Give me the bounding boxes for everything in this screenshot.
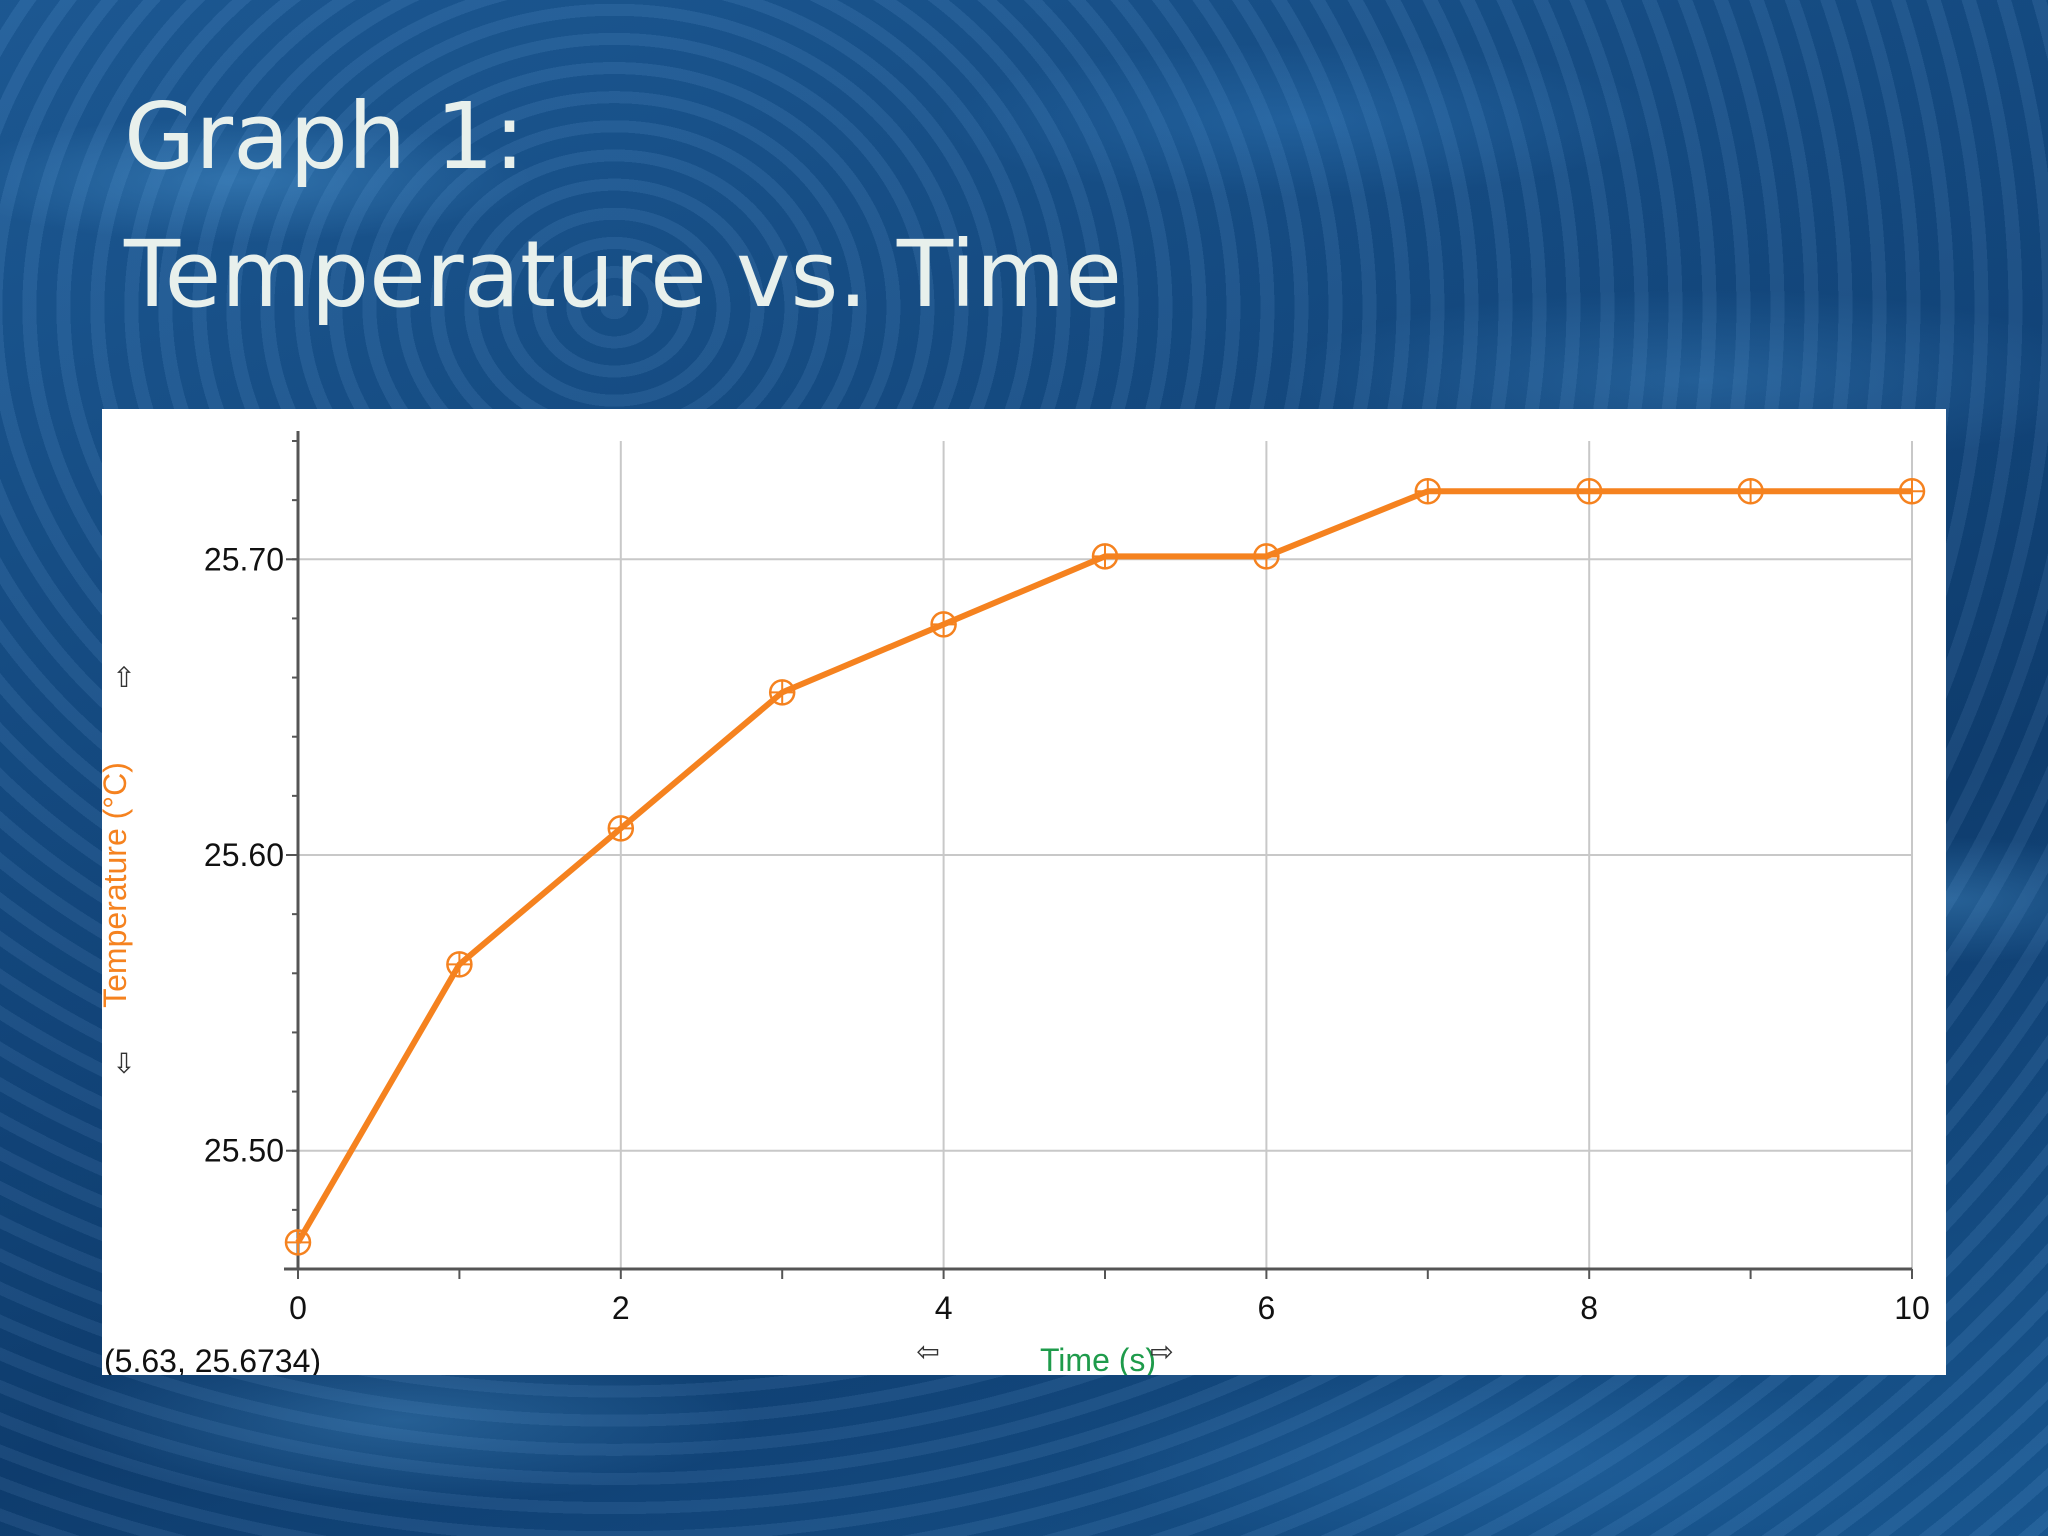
data-point-marker <box>930 611 957 638</box>
left-arrow-icon[interactable]: ⇦ <box>916 1335 939 1368</box>
y-tick-label: 25.60 <box>204 837 284 873</box>
right-arrow-icon[interactable]: ⇨ <box>1150 1335 1173 1368</box>
x-tick-label: 10 <box>1894 1290 1930 1326</box>
grid-lines <box>298 441 1913 1269</box>
data-series <box>284 478 1926 1256</box>
data-point-marker <box>1091 543 1119 570</box>
x-tick-label: 2 <box>612 1290 630 1326</box>
data-point-marker <box>446 951 473 978</box>
data-point-marker <box>1414 478 1442 505</box>
data-point-marker <box>1737 478 1764 505</box>
data-point-marker <box>1253 543 1280 570</box>
chart-panel: 0 2 4 6 8 10 25.50 25.60 25.70 Temperature (°C) … <box>102 409 1946 1375</box>
data-point-marker <box>1898 478 1926 505</box>
data-point-marker <box>768 679 796 706</box>
up-arrow-icon[interactable]: ⇧ <box>112 661 135 694</box>
y-axis-label: Temperature (°C) <box>102 762 133 1008</box>
x-axis-label: Time (s) <box>1040 1342 1156 1375</box>
series-line <box>295 488 1912 1244</box>
y-tick-label: 25.50 <box>204 1133 284 1169</box>
axes <box>284 431 1913 1279</box>
slide-title-line-1: Graph 1: <box>124 83 525 190</box>
slide-title: Graph 1: Temperature vs. Time <box>124 68 1122 344</box>
x-tick-label: 8 <box>1580 1290 1598 1326</box>
down-arrow-icon[interactable]: ⇩ <box>112 1047 135 1080</box>
cursor-coordinate-readout: (5.63, 25.6734) <box>104 1343 321 1375</box>
tick-labels: 0 2 4 6 8 10 25.50 25.60 25.70 <box>204 541 1930 1326</box>
data-point-marker <box>1575 478 1603 505</box>
x-tick-label: 4 <box>935 1290 953 1326</box>
data-point-marker <box>284 1229 312 1256</box>
x-tick-label: 0 <box>289 1290 307 1326</box>
x-tick-label: 6 <box>1258 1290 1276 1326</box>
slide-title-line-2: Temperature vs. Time <box>124 221 1123 328</box>
data-point-marker <box>607 815 635 842</box>
y-tick-label: 25.70 <box>204 541 284 577</box>
